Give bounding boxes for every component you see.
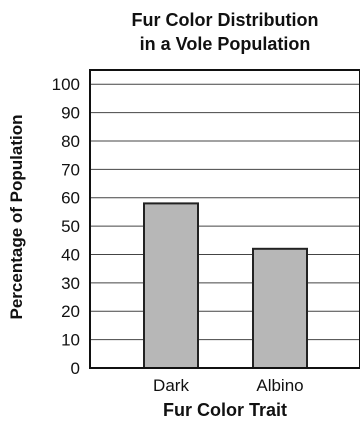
y-tick-label: 0: [71, 359, 80, 378]
chart-title-line-1: Fur Color Distribution: [132, 10, 319, 30]
y-tick-label: 50: [61, 217, 80, 236]
y-tick-label: 10: [61, 331, 80, 350]
gridlines: [90, 83, 360, 341]
x-axis-label: Fur Color Trait: [163, 400, 287, 420]
x-tick-label: Albino: [256, 376, 303, 395]
x-tick-labels: Dark Albino: [153, 376, 304, 395]
y-tick-label: 40: [61, 245, 80, 264]
plot-frame: [89, 69, 360, 369]
bar-dark: [143, 202, 199, 369]
y-tick-label: 30: [61, 274, 80, 293]
y-tick-label: 80: [61, 132, 80, 151]
y-tick-label: 60: [61, 189, 80, 208]
y-axis-label: Percentage of Population: [7, 115, 26, 320]
y-tick-label: 90: [61, 104, 80, 123]
x-tick-label: Dark: [153, 376, 189, 395]
bars: [143, 202, 308, 369]
y-tick-labels: 0 10 20 30 40 50 60 70 80 90 100: [52, 75, 80, 378]
y-tick-label: 70: [61, 160, 80, 179]
chart-title-line-2: in a Vole Population: [140, 34, 311, 54]
y-tick-label: 100: [52, 75, 80, 94]
bar-albino: [252, 247, 308, 369]
y-tick-label: 20: [61, 302, 80, 321]
